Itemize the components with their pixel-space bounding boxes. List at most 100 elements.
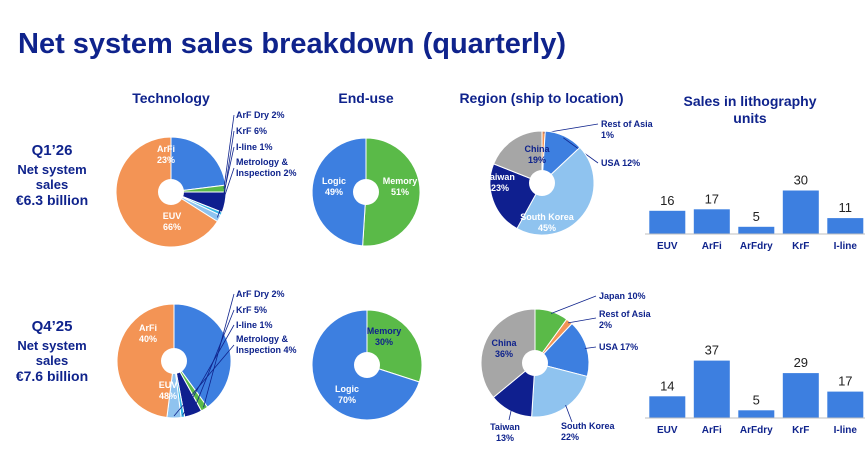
bar-value-label: 11 bbox=[839, 200, 853, 215]
row-label-q4-25: Q4’25 Net system sales €7.6 billion bbox=[0, 318, 104, 384]
bar-value-label: 30 bbox=[794, 173, 808, 188]
bar-arfi bbox=[693, 360, 730, 418]
slice-label-rest-of-asia: Rest of Asia 1% bbox=[601, 119, 654, 140]
bar-category-label: ArFdry bbox=[740, 241, 773, 252]
row-label-q1-26: Q1’26 Net system sales €6.3 billion bbox=[0, 142, 104, 208]
pie-slice-memory bbox=[362, 137, 421, 247]
slice-label-euv: EUV 48% bbox=[159, 380, 178, 401]
bar-category-label: KrF bbox=[792, 425, 809, 436]
donut-hole bbox=[353, 179, 379, 205]
quarter-label: Q4’25 bbox=[31, 318, 73, 335]
slice-label-japan: Japan 10% bbox=[599, 291, 646, 301]
donut-hole bbox=[161, 348, 187, 374]
header-litho-units-line1: Sales in lithography bbox=[683, 93, 817, 109]
net-sales-label: Net system sales bbox=[17, 338, 87, 368]
slice-label-krf: KrF 6% bbox=[236, 126, 267, 136]
slice-label-i-line: I-line 1% bbox=[236, 142, 273, 152]
net-sales-label: Net system sales bbox=[17, 162, 87, 192]
bar-krf bbox=[782, 373, 819, 419]
slice-label-taiwan: Taiwan 23% bbox=[485, 172, 515, 193]
bar-i-line bbox=[827, 218, 864, 234]
bar-i-line bbox=[827, 391, 864, 418]
slice-label-south-korea: South Korea 22% bbox=[561, 421, 615, 442]
pie-slice-china bbox=[480, 308, 536, 399]
header-litho-units: Sales in lithography units bbox=[660, 93, 840, 127]
slice-label-china: China 36% bbox=[491, 338, 517, 359]
pie-slice-arfi bbox=[170, 136, 227, 193]
slice-label-euv: EUV 66% bbox=[163, 211, 182, 232]
leader-line-rest-of-asia bbox=[568, 317, 597, 324]
donut-hole bbox=[522, 350, 548, 376]
bar-chart-litho-units-7: 14 EUV 37 ArFi 5 ArFdry 29 KrF 17 I-line bbox=[645, 343, 865, 436]
bar-category-label: EUV bbox=[657, 425, 678, 436]
pie-slice-south-korea bbox=[531, 362, 588, 418]
leader-line-usa bbox=[584, 346, 597, 349]
leader-line-taiwan bbox=[508, 409, 512, 421]
pie-chart-end-use-1 bbox=[311, 137, 421, 247]
pie-chart-technology-4 bbox=[116, 293, 235, 419]
pie-chart-technology-0 bbox=[115, 114, 235, 248]
slice-label-rest-of-asia: Rest of Asia 2% bbox=[599, 309, 652, 330]
bar-value-label: 17 bbox=[838, 374, 852, 389]
donut-hole bbox=[529, 170, 555, 196]
slice-label-logic: Logic 49% bbox=[322, 176, 346, 197]
slice-label-metrology-inspection: Metrology & Inspection 4% bbox=[236, 334, 297, 355]
slice-label-krf: KrF 5% bbox=[236, 305, 267, 315]
bar-value-label: 5 bbox=[753, 209, 760, 224]
donut-hole bbox=[158, 179, 184, 205]
leader-line-south-korea bbox=[565, 404, 573, 423]
donut-hole bbox=[354, 352, 380, 378]
bar-category-label: ArFi bbox=[702, 425, 722, 436]
net-sales-value: €7.6 billion bbox=[15, 368, 89, 384]
leader-line-metrology-inspection bbox=[217, 167, 235, 218]
header-litho-units-line2: units bbox=[733, 110, 767, 126]
leader-line-i-line bbox=[182, 324, 235, 416]
pie-chart-end-use-5 bbox=[311, 309, 423, 421]
leader-line-rest-of-asia bbox=[543, 123, 599, 134]
bar-value-label: 14 bbox=[660, 378, 674, 393]
bar-value-label: 5 bbox=[753, 392, 760, 407]
pie-chart-region-ship-to-location-6 bbox=[480, 295, 597, 423]
slice-label-logic: Logic 70% bbox=[335, 384, 359, 405]
bar-value-label: 17 bbox=[705, 191, 719, 206]
slice-label-memory: Memory 30% bbox=[367, 326, 402, 347]
slice-label-i-line: I-line 1% bbox=[236, 320, 273, 330]
bar-krf bbox=[782, 190, 819, 234]
slice-label-metrology-inspection: Metrology & Inspection 2% bbox=[236, 157, 297, 178]
header-region: Region (ship to location) bbox=[459, 90, 624, 106]
header-technology: Technology bbox=[132, 90, 210, 106]
pie-slice-taiwan bbox=[489, 163, 543, 230]
net-sales-value: €6.3 billion bbox=[15, 192, 89, 208]
slice-label-usa: USA 17% bbox=[599, 342, 638, 352]
slice-label-arf-dry: ArF Dry 2% bbox=[236, 289, 285, 299]
bar-value-label: 29 bbox=[794, 355, 808, 370]
slice-label-taiwan: Taiwan 13% bbox=[490, 422, 520, 443]
bar-value-label: 16 bbox=[660, 193, 674, 208]
bar-arfdry bbox=[738, 226, 775, 235]
pie-slice-memory bbox=[366, 309, 423, 383]
bar-category-label: EUV bbox=[657, 241, 678, 252]
leader-line-japan bbox=[550, 295, 597, 314]
bar-category-label: KrF bbox=[792, 241, 809, 252]
pie-slice-china bbox=[493, 130, 543, 184]
slice-label-arf-dry: ArF Dry 2% bbox=[236, 110, 285, 120]
leader-line-metrology-inspection bbox=[173, 344, 235, 417]
bar-category-label: ArFdry bbox=[740, 425, 773, 436]
slice-label-arfi: ArFi 23% bbox=[157, 144, 175, 165]
bar-euv bbox=[649, 396, 686, 418]
bar-value-label: 37 bbox=[705, 343, 719, 358]
header-end-use: End-use bbox=[338, 90, 394, 106]
bar-category-label: ArFi bbox=[702, 241, 722, 252]
slice-label-china: China 19% bbox=[524, 144, 550, 165]
bar-category-label: I-line bbox=[834, 241, 858, 252]
slice-label-south-korea: South Korea 45% bbox=[520, 212, 574, 233]
leader-line-i-line bbox=[219, 146, 235, 214]
page-title: Net system sales breakdown (quarterly) bbox=[18, 28, 566, 60]
slice-label-arfi: ArFi 40% bbox=[139, 323, 157, 344]
quarter-label: Q1’26 bbox=[31, 142, 73, 159]
slice-label-memory: Memory 51% bbox=[383, 176, 418, 197]
pie-slice-south-korea bbox=[516, 146, 595, 236]
bar-arfdry bbox=[738, 410, 775, 419]
slice-label-usa: USA 12% bbox=[601, 158, 640, 168]
